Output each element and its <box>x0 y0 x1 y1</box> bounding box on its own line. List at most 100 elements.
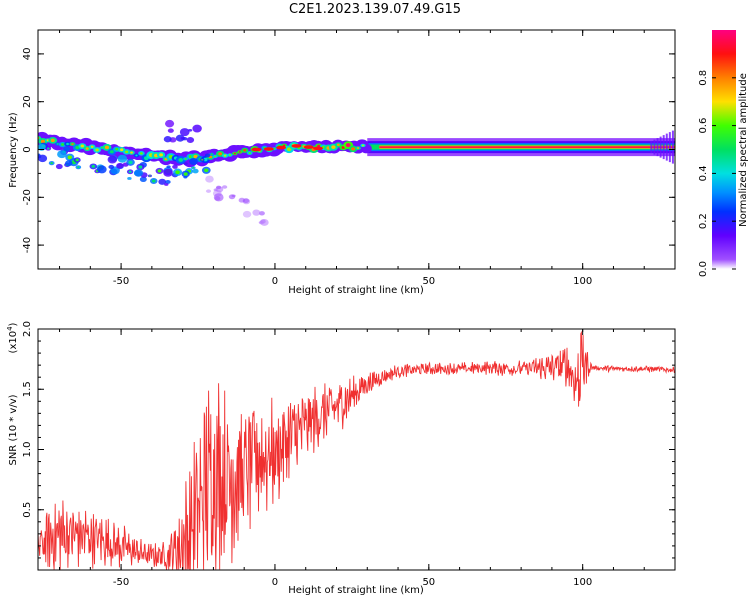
heat-blob-core <box>223 154 227 157</box>
heat-blob-core <box>336 143 340 147</box>
snr-series-line <box>38 330 675 570</box>
heat-speck <box>215 185 222 190</box>
heat-blob-core <box>135 154 138 157</box>
heat-upper-patch <box>163 119 202 143</box>
snr-ticks: -50 0 50 100 0.5 1.0 1.5 2.0 <box>22 321 676 588</box>
heat-peak <box>276 145 287 150</box>
spectrogram-image <box>38 119 675 226</box>
heat-blob-core <box>140 152 143 155</box>
colorbar-tick-label: 0.4 <box>698 165 709 181</box>
heat-speck <box>165 180 171 184</box>
colorbar: 0.0 0.2 0.4 0.6 0.8 Normalized spectral ampl… <box>698 30 749 277</box>
heat-blob-core <box>361 144 364 147</box>
heat-blob-core <box>238 151 241 153</box>
heat-blob-core <box>345 143 351 148</box>
heat-speck <box>189 157 198 165</box>
colorbar-tick-label: 0.0 <box>698 261 709 277</box>
heat-blob-core <box>75 145 80 150</box>
colorbar-tick-label: 0.2 <box>698 213 709 229</box>
heat-blob-core <box>61 143 65 146</box>
heat-speck <box>133 169 144 177</box>
y-tick-label: 2.0 <box>22 321 33 337</box>
heat-blob-core <box>85 147 89 150</box>
heat-speck <box>175 134 185 142</box>
heat-peak <box>251 147 262 152</box>
heat-speck-core <box>183 172 188 176</box>
heat-speck <box>97 165 107 174</box>
heat-blob-core <box>233 152 237 155</box>
heat-speck <box>55 163 63 170</box>
heat-blob-core <box>184 158 187 160</box>
heat-speck <box>242 210 252 218</box>
heat-blob-core <box>331 145 336 149</box>
heat-speck <box>63 146 71 152</box>
heat-speck <box>213 193 224 202</box>
spectrogram-ticks: -50 0 50 100 -40 -20 0 20 40 <box>22 29 676 287</box>
heat-speck <box>163 168 173 177</box>
heat-scattered-trail <box>205 175 269 226</box>
colorbar-gradient <box>712 30 736 269</box>
heat-speck <box>117 154 128 163</box>
heat-blob-core <box>351 147 356 151</box>
heat-blob-core <box>282 144 286 147</box>
heat-speck <box>65 160 73 167</box>
spectrogram-x-axis-label: Height of straight line (km) <box>288 285 424 296</box>
heat-speck <box>167 128 174 133</box>
snr-scale-text: (x104) <box>6 322 19 353</box>
heat-speck-core <box>175 170 180 175</box>
heat-blob-core <box>124 150 129 154</box>
heat-speck <box>158 178 167 185</box>
heat-speck-core <box>75 158 79 162</box>
colorbar-label: Normalized spectral amplitude <box>738 73 749 227</box>
heat-speck-core <box>67 155 73 160</box>
heat-speck <box>116 162 124 169</box>
heat-speck <box>139 176 147 182</box>
heat-blob-core <box>50 138 55 143</box>
heat-speck <box>204 153 211 158</box>
heat-speck <box>179 128 190 137</box>
figure-title: C2E1.2023.139.07.49.G15 <box>288 2 462 17</box>
y-tick-label: 20 <box>22 95 33 108</box>
heat-speck <box>192 124 202 133</box>
heat-speck <box>108 164 115 169</box>
x-tick-label: -50 <box>113 276 129 287</box>
heat-blob-core <box>40 139 45 144</box>
heat-speck <box>127 177 132 180</box>
heat-speck <box>57 150 67 159</box>
x-tick-label: 0 <box>272 577 278 588</box>
x-tick-label: 100 <box>573 577 592 588</box>
heat-blob-core <box>178 157 184 162</box>
spectrogram-y-axis-label: Frequency (Hz) <box>8 112 19 188</box>
y-tick-label: 1.0 <box>22 442 33 458</box>
heat-speck <box>165 119 175 128</box>
heat-blob-core <box>115 147 119 151</box>
heat-blob-core <box>243 149 247 152</box>
heat-speck-core <box>50 162 53 165</box>
heat-blob-core <box>356 147 360 150</box>
spectrogram-panel: -50 0 50 100 -40 -20 0 20 40 Height of straight … <box>8 29 676 296</box>
heat-speck-core <box>91 164 96 168</box>
y-tick-label: -20 <box>22 189 33 205</box>
x-tick-label: 0 <box>272 276 278 287</box>
heat-blob-core <box>120 148 124 152</box>
heat-blob-core <box>286 147 292 152</box>
heat-ridge-flare <box>671 130 674 164</box>
heat-speck-core <box>138 165 143 169</box>
heat-blob-core <box>273 147 276 150</box>
snr-y-axis-label: SNR (10 * v/v) <box>8 394 19 465</box>
heat-blob-core <box>80 144 85 148</box>
heat-speck-core <box>204 168 209 173</box>
heat-ridge-flare <box>665 133 668 161</box>
heat-speck-core <box>192 166 195 169</box>
heat-speck <box>172 164 178 169</box>
heat-speck-core <box>77 166 80 169</box>
heat-ridge-flare <box>653 139 656 155</box>
heat-blob-core <box>193 154 198 159</box>
heat-blob-core <box>130 151 133 154</box>
heat-blob-core <box>218 152 223 156</box>
heat-blob-core <box>159 153 163 157</box>
heat-speck <box>205 175 214 183</box>
x-tick-label: 50 <box>422 577 435 588</box>
heat-ridge-flare <box>656 138 659 157</box>
